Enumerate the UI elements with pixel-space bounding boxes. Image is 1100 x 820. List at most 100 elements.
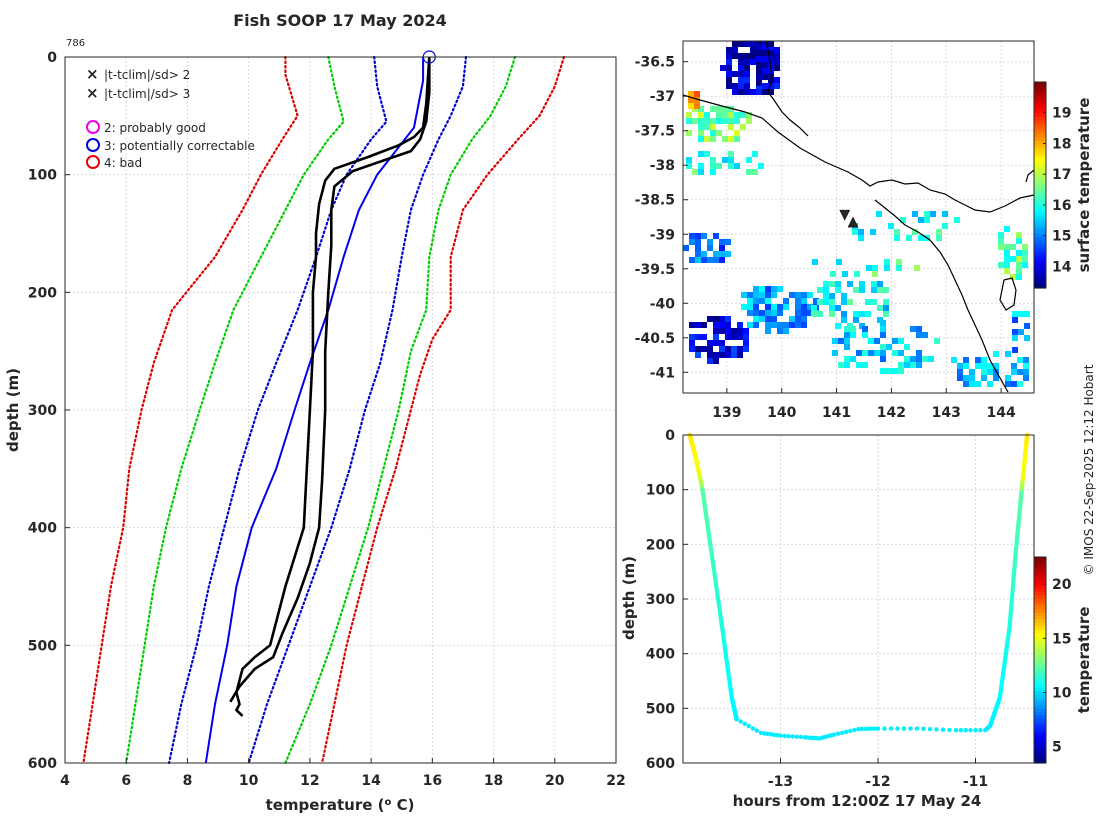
map-cell [853, 287, 859, 293]
map-cell [710, 106, 716, 112]
map-colorbar-segment [1034, 143, 1046, 148]
map-cell [1016, 274, 1022, 280]
map-cell [832, 338, 838, 344]
map-cell [993, 351, 999, 357]
map-cell [704, 151, 710, 157]
map-cell [688, 103, 694, 109]
profile-x-tick-label: 8 [183, 773, 193, 789]
map-cell [756, 89, 762, 95]
map-cell [829, 281, 835, 287]
section-colorbar-tick-label: 10 [1052, 686, 1072, 702]
map-colorbar-segment [1034, 233, 1046, 238]
section-y-tick-label: 0 [665, 428, 675, 444]
map-cell [759, 316, 765, 322]
map-cell [1004, 244, 1010, 250]
map-cell [719, 257, 725, 263]
map-colorbar-segment [1034, 181, 1046, 186]
map-cell [1004, 250, 1010, 256]
map-cell [689, 346, 695, 352]
map-cell [707, 358, 713, 364]
section-colorbar-segment [1034, 649, 1046, 654]
section-point [762, 731, 767, 736]
map-cell [698, 124, 704, 130]
section-x-tick-label: -12 [865, 774, 890, 790]
section-colorbar-segment [1034, 749, 1046, 754]
map-cell [844, 332, 850, 338]
map-colorbar-segment [1034, 215, 1046, 220]
map-cell [910, 326, 916, 332]
section-x-ticks: -13 -12 -11 [768, 758, 988, 790]
map-colorbar-segment [1034, 274, 1046, 279]
map-cell [876, 211, 882, 217]
profile-legend: × |t-tclim|/sd> 2 × |t-tclim|/sd> 3 2: p… [86, 65, 255, 170]
map-cell [753, 286, 759, 292]
map-colorbar-segment [1034, 257, 1046, 262]
map-cell [698, 169, 704, 175]
profile-series-line-2 [168, 55, 388, 765]
map-cell [924, 211, 930, 217]
map-cell [720, 65, 726, 71]
section-point [953, 728, 959, 733]
profile-x-tick-label: 10 [239, 773, 259, 789]
section-colorbar-segment [1034, 735, 1046, 740]
section-y-tick-label: 200 [646, 537, 675, 553]
map-cell [695, 245, 701, 251]
map-cell [1011, 369, 1017, 375]
map-y-tick-label: -36.5 [635, 55, 675, 71]
map-cell [731, 352, 737, 358]
map-cell [719, 322, 725, 328]
map-y-tick-label: -39.5 [635, 262, 675, 278]
map-colorbar-tick-label: 15 [1052, 229, 1071, 245]
profile-y-tick-label: 300 [28, 403, 57, 419]
map-cell [750, 53, 756, 59]
map-cell [1011, 363, 1017, 369]
map-cell [829, 299, 835, 305]
map-cell [898, 350, 904, 356]
section-colorbar-tick-label: 20 [1052, 577, 1072, 593]
map-colorbar-segment [1034, 154, 1046, 159]
map-colorbar-segment [1034, 229, 1046, 234]
map-colorbar-segment [1034, 198, 1046, 203]
map-cell [695, 233, 701, 239]
map-cell [716, 106, 722, 112]
map-cell [963, 363, 969, 369]
map-cell [916, 332, 922, 338]
map-cell [916, 356, 922, 362]
coastline [682, 94, 1035, 213]
map-cell [746, 118, 752, 124]
map-cell [713, 340, 719, 346]
section-y-tick-label: 100 [646, 483, 675, 499]
section-point [754, 728, 760, 733]
map-colorbar-segment [1034, 246, 1046, 251]
map-colorbar-segment [1034, 178, 1046, 183]
section-colorbar-segment [1034, 752, 1046, 757]
map-cell [771, 304, 777, 310]
map-cell [750, 59, 756, 65]
map-cell [892, 350, 898, 356]
map-cell [762, 89, 768, 95]
map-cell [774, 47, 780, 53]
section-point [786, 734, 791, 739]
section-x-tick-label: -13 [768, 774, 793, 790]
map-cell [768, 50, 774, 56]
section-point [968, 728, 973, 733]
map-cell [1017, 381, 1023, 387]
map-cell [886, 368, 892, 374]
map-cell [807, 292, 813, 298]
section-colorbar-segment [1034, 629, 1046, 634]
profile-series-line-4 [284, 55, 517, 765]
map-cell [880, 368, 886, 374]
map-cell [726, 65, 732, 71]
map-cell [1023, 363, 1029, 369]
map-cell [835, 287, 841, 293]
map-cell [829, 293, 835, 299]
map-cell [719, 346, 725, 352]
map-x-tick-label: 139 [712, 405, 741, 421]
map-colorbar-segment [1034, 116, 1046, 121]
map-cell [756, 56, 762, 62]
map-cell [850, 356, 856, 362]
map-cell [1010, 244, 1016, 250]
map-cell [886, 344, 892, 350]
map-cell [1024, 335, 1030, 341]
map-cell [725, 346, 731, 352]
